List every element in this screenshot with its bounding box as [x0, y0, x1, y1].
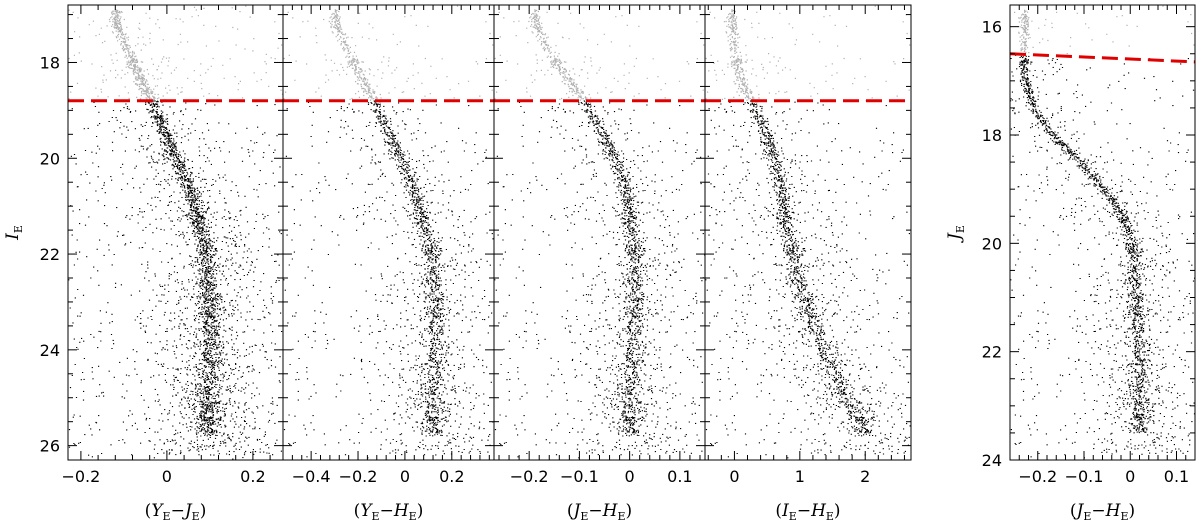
x-axis-label: (YE−JE) [145, 501, 207, 523]
x-tick-label: −0.1 [560, 467, 599, 486]
bright-stars [283, 5, 494, 102]
y-tick-label: 20 [982, 234, 1002, 253]
faint-stars [68, 100, 283, 460]
x-tick-label: 0 [729, 467, 739, 486]
x-tick-label: 2 [860, 467, 870, 486]
x-tick-label: −0.2 [510, 467, 549, 486]
star-points [1010, 5, 1195, 459]
y-tick-label: 20 [40, 149, 60, 168]
y-tick-label: 26 [40, 437, 60, 456]
faint-stars [283, 100, 494, 459]
y-tick-label: 22 [982, 343, 1002, 362]
y-axis-label: IE [3, 225, 25, 241]
x-tick-label: 0 [162, 467, 172, 486]
y-tick-label: 18 [982, 126, 1002, 145]
x-tick-label: 0.1 [1164, 467, 1189, 486]
bright-stars [1014, 5, 1195, 55]
x-axis-label: (JE−HE) [567, 501, 632, 523]
bright-stars [705, 5, 911, 102]
x-tick-label: 0 [1125, 467, 1135, 486]
panel-3: −0.2 −0.1 0 0.1 (JE−HE) [493, 4, 706, 523]
y-tick-label: 16 [982, 18, 1002, 37]
faint-stars [1010, 54, 1195, 459]
star-points [283, 5, 494, 459]
y-tick-label: 18 [40, 53, 60, 72]
x-axis-label: (YE−HE) [354, 501, 424, 523]
x-tick-label: 0 [625, 467, 635, 486]
panel-frame [282, 4, 495, 461]
faint-stars [494, 100, 705, 459]
x-tick-label: 0.2 [240, 467, 265, 486]
bright-stars [494, 5, 705, 102]
x-tick-label: −0.2 [339, 467, 378, 486]
star-points [494, 5, 705, 459]
x-axis-label: (IE−HE) [775, 501, 840, 523]
x-axis-label: (JE−HE) [1070, 501, 1135, 523]
panel-frame [1009, 4, 1196, 461]
panel-frame [704, 4, 912, 461]
panel-frame [493, 4, 706, 461]
y-tick-label: 24 [40, 341, 60, 360]
x-tick-label: −0.4 [292, 467, 331, 486]
x-tick-label: −0.1 [1065, 467, 1104, 486]
bright-stars [68, 5, 283, 102]
y-tick-label: 22 [40, 245, 60, 264]
panel-1: −0.2 0 0.2 18 20 22 24 26 (YE−JE) IE [3, 4, 284, 523]
x-tick-label: 0 [400, 467, 410, 486]
panel-frame [67, 4, 284, 461]
star-points [705, 5, 911, 459]
panel-4: 0 1 2 (IE−HE) [704, 4, 912, 523]
panel-2: −0.4 −0.2 0 0.2 (YE−HE) [282, 4, 495, 523]
x-tick-label: −0.2 [1018, 467, 1057, 486]
magnitude-cut-line [1009, 52, 1196, 64]
x-tick-label: −0.2 [61, 467, 100, 486]
x-tick-label: 0.1 [667, 467, 692, 486]
y-axis-label: JE [945, 225, 967, 243]
faint-stars [705, 100, 911, 459]
star-points [68, 5, 283, 460]
x-tick-label: 1 [795, 467, 805, 486]
panel-5: −0.2 −0.1 0 0.1 16 18 20 22 24 (JE−HE) JE [945, 4, 1196, 523]
x-tick-label: 0.2 [439, 467, 464, 486]
y-tick-label: 24 [982, 451, 1002, 470]
